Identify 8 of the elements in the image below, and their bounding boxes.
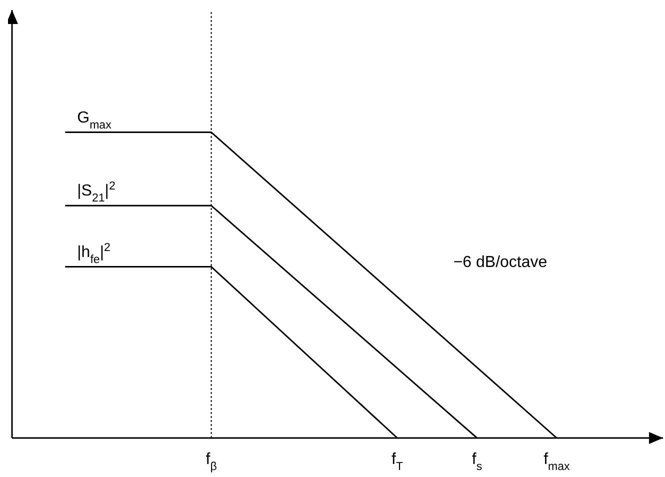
- series-label: G$_{max}$: [77, 109, 112, 132]
- x-tick-label: f$_{β}$: [206, 451, 218, 473]
- series-label: |h$_{fe}$|$^{2}$: [77, 242, 110, 266]
- series-label: |S$_{21}$|$^{2}$: [77, 180, 116, 205]
- x-tick-label: f$_{s}$: [472, 451, 482, 473]
- annotation: −6 dB/octave: [453, 254, 548, 271]
- x-tick-label: f$_{max}$: [544, 451, 570, 473]
- x-tick-label: f$_{T}$: [392, 451, 404, 473]
